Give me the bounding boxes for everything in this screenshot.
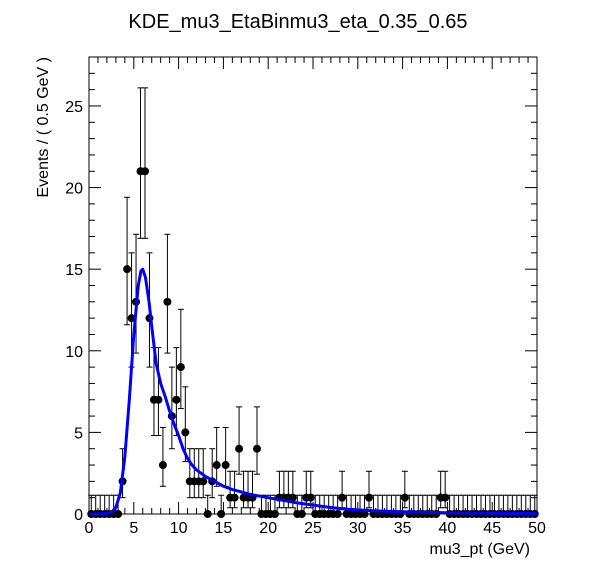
chart-title: KDE_mu3_EtaBinmu3_eta_0.35_0.65 xyxy=(128,11,467,33)
kde-curve xyxy=(89,267,538,516)
data-point xyxy=(203,510,212,518)
x-tick-label: 45 xyxy=(483,520,501,537)
x-tick-label: 50 xyxy=(528,520,546,537)
data-point xyxy=(163,297,172,306)
data-point xyxy=(199,477,208,486)
x-tick-label: 0 xyxy=(85,520,94,537)
data-point xyxy=(360,510,369,518)
x-tick-label: 5 xyxy=(129,520,138,537)
x-tick-label: 35 xyxy=(394,520,412,537)
y-tick-label: 15 xyxy=(65,262,83,279)
x-tick-label: 15 xyxy=(215,520,233,537)
y-tick-label: 0 xyxy=(74,507,83,524)
data-point xyxy=(212,461,221,470)
data-point xyxy=(181,428,190,437)
data-point xyxy=(297,510,306,518)
data-point xyxy=(230,493,239,502)
data-point xyxy=(141,167,149,176)
x-tick-label: 25 xyxy=(304,520,322,537)
y-tick-label: 10 xyxy=(65,344,83,361)
data-point xyxy=(172,395,181,404)
data-point xyxy=(217,510,226,518)
y-axis-label: Events / ( 0.5 GeV ) xyxy=(35,57,52,198)
data-point xyxy=(221,461,230,470)
data-point xyxy=(176,363,185,372)
y-tick-label: 5 xyxy=(74,425,83,442)
data-point xyxy=(270,510,279,518)
x-tick-label: 20 xyxy=(259,520,277,537)
data-point xyxy=(123,265,132,274)
plot-area: 0 5 10 15 20 25 30 35 40 45 50 0 5 10 15 20 25 xyxy=(65,56,546,537)
data-point xyxy=(114,510,123,518)
x-tick-label: 30 xyxy=(349,520,367,537)
data-point xyxy=(333,510,342,518)
y-tick-label: 25 xyxy=(65,99,83,116)
y-tick-label: 20 xyxy=(65,181,83,198)
data-point xyxy=(235,444,244,453)
x-tick-label: 10 xyxy=(170,520,188,537)
data-point xyxy=(127,314,136,323)
data-point xyxy=(253,444,261,453)
x-axis-label: mu3_pt (GeV) xyxy=(430,541,530,558)
data-point xyxy=(154,395,163,404)
x-tick-label: 40 xyxy=(439,520,457,537)
plot-frame xyxy=(88,56,538,515)
data-point xyxy=(158,461,167,470)
